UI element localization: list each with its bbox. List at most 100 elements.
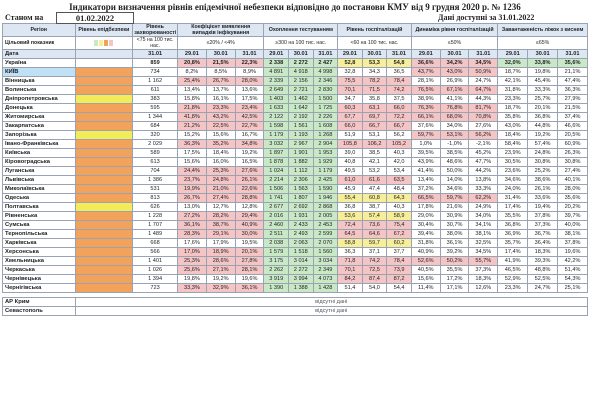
hosp-cell: 64,5	[337, 229, 363, 239]
testing-cell: 1 112	[288, 166, 314, 176]
date-cell: 30.01	[205, 49, 236, 59]
testing-cell: 2 063	[288, 238, 314, 248]
level-cell	[74, 175, 134, 185]
header-oxygen: Завантаженість ліжок з киснем	[497, 23, 588, 37]
header-testing: Охоплення тестуванням	[263, 23, 339, 37]
level-cell	[74, 85, 134, 95]
hosp-cell: 75,5	[337, 76, 363, 86]
hosp-dyn-cell: 45,2%	[468, 148, 499, 158]
oxygen-cell: 33,3%	[527, 85, 559, 95]
level-cell	[74, 256, 134, 266]
level-cell	[74, 103, 134, 113]
table-row: Київська 589 17,5% 18,4% 19,2% 1 897 1 901 1 95…	[2, 148, 588, 158]
hosp-cell: 72,4	[337, 220, 363, 230]
detect-cell: 36,1%	[234, 283, 265, 293]
hosp-cell: 37,5	[386, 94, 412, 104]
detect-cell: 43,2%	[205, 112, 236, 122]
target-label: Цільовий показник	[2, 36, 76, 50]
detect-cell: 23,3%	[205, 103, 236, 113]
oxygen-cell: 47,4%	[557, 76, 588, 86]
hosp-dyn-cell: 50,0%	[439, 166, 470, 176]
date-row: Дата 31.01 29.01 30.01 31.01 29.01 30.01…	[2, 49, 588, 59]
testing-cell: 2 070	[312, 238, 339, 248]
table-row: АР Крим відсутні дані	[2, 297, 589, 307]
oxygen-cell: 35,6%	[557, 193, 588, 203]
hosp-cell: 66,0	[337, 121, 363, 131]
date-cell: 31.01	[234, 49, 265, 59]
date-cell: 29.01	[177, 49, 207, 59]
testing-cell: 1 878	[263, 157, 290, 167]
hosp-dyn-cell: 76,5%	[410, 85, 441, 95]
testing-cell: 1 179	[312, 166, 339, 176]
target-incidence: <75 на 100 тис. нас.	[132, 36, 178, 50]
hosp-dyn-cell: 34,1%	[468, 220, 499, 230]
incidence-cell: 684	[132, 121, 178, 131]
hosp-cell: 78,2	[361, 76, 388, 86]
testing-cell: 2 214	[263, 175, 290, 185]
hosp-cell: 55,4	[337, 193, 363, 203]
oxygen-cell: 36,9%	[497, 229, 529, 239]
testing-cell: 2 460	[263, 220, 290, 230]
region-name: Львівська	[2, 175, 76, 185]
table-row: Полтавська 626 13,0% 12,7% 12,8% 2 677 2 692 2 …	[2, 202, 588, 212]
testing-cell: 2 511	[263, 229, 290, 239]
testing-cell: 1 428	[312, 283, 339, 293]
oxygen-cell: 24,7%	[527, 283, 559, 293]
hosp-dyn-cell: 34,2%	[439, 58, 470, 68]
legend-swatch	[99, 39, 104, 46]
detect-cell: 36,3%	[177, 139, 207, 149]
testing-cell: 1 390	[263, 283, 290, 293]
detect-cell: 16,5%	[234, 157, 265, 167]
hosp-dyn-cell: 36,1%	[439, 238, 470, 248]
testing-cell: 1 633	[263, 103, 290, 113]
date-cell: 29.01	[497, 49, 529, 59]
hosp-cell: 36,3	[337, 247, 363, 257]
date-cell: 31.01	[312, 49, 339, 59]
hosp-dyn-cell: 41,1%	[439, 94, 470, 104]
hosp-cell: 54,0	[361, 283, 388, 293]
level-cell	[74, 130, 134, 140]
region-name: Київська	[2, 148, 76, 158]
hosp-dyn-cell: 30,9%	[439, 211, 470, 221]
hosp-dyn-cell: 47,7%	[468, 157, 499, 167]
table-row: Одеська 813 26,7% 27,4% 28,8% 1 741 1 807 1 946…	[2, 193, 588, 203]
hosp-cell: 37,1	[361, 247, 388, 257]
legend-swatch	[109, 39, 114, 46]
testing-cell: 2 346	[312, 76, 339, 86]
hosp-cell: 61,0	[337, 175, 363, 185]
hosp-cell: 64,3	[386, 193, 412, 203]
oxygen-cell: 36,8%	[497, 220, 529, 230]
detect-cell: 36,1%	[177, 220, 207, 230]
hosp-dyn-cell: 59,7%	[439, 193, 470, 203]
oxygen-cell: 37,8%	[557, 238, 588, 248]
date-cell: 30.01	[439, 49, 470, 59]
detect-cell: 19,8%	[177, 274, 207, 284]
level-cell	[74, 76, 134, 86]
detect-cell: 19,2%	[205, 274, 236, 284]
hosp-dyn-cell: 68,0%	[439, 112, 470, 122]
hosp-dyn-cell: 24,7%	[468, 76, 499, 86]
region-name: Луганська	[2, 166, 76, 176]
incidence-cell: 1 386	[132, 175, 178, 185]
oxygen-cell: 40,1%	[557, 175, 588, 185]
hosp-cell: 73,6	[361, 220, 388, 230]
hosp-cell: 63,5	[386, 175, 412, 185]
hosp-cell: 74,2	[386, 85, 412, 95]
testing-cell: 1 931	[288, 211, 314, 221]
testing-cell: 2 016	[263, 211, 290, 221]
level-cell	[74, 58, 134, 68]
hosp-dyn-cell: 37,2%	[410, 184, 441, 194]
date-label: Дата	[2, 49, 76, 59]
hosp-cell: 87,2	[386, 274, 412, 284]
oxygen-cell: 19,6%	[557, 247, 588, 257]
detect-cell: 17,9%	[205, 238, 236, 248]
detect-cell: 15,6%	[205, 130, 236, 140]
date-cell: 29.01	[263, 49, 290, 59]
hosp-dyn-cell: 52,6%	[410, 256, 441, 266]
table-row: Україна 859 20,8% 21,5% 22,3% 2 338 2 272 2 427…	[2, 58, 588, 68]
region-name: Рівненська	[2, 211, 76, 221]
hosp-dyn-cell: 66,1%	[410, 112, 441, 122]
testing-cell: 2 967	[288, 139, 314, 149]
region-name: АР Крим	[2, 297, 76, 307]
detect-cell: 27,6%	[234, 166, 265, 176]
